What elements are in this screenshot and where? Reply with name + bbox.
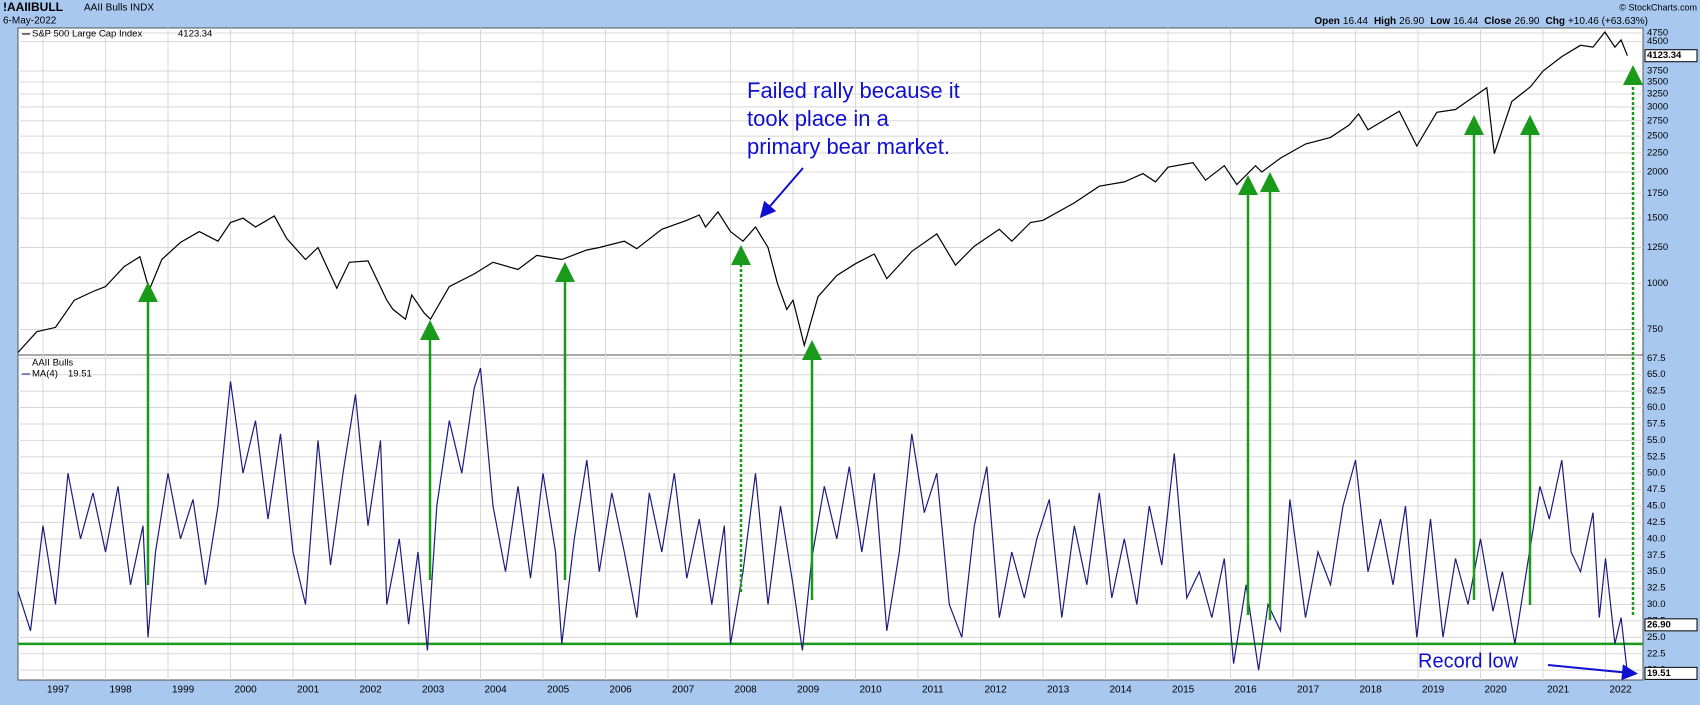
series-line: [17, 30, 1628, 353]
last-value-box: [1644, 49, 1698, 63]
y-tick-label: 30.0: [1647, 599, 1666, 610]
y-tick-label: 2500: [1647, 131, 1668, 142]
x-tick-label: 2016: [1235, 685, 1258, 696]
annotation-arrow: [1547, 664, 1638, 681]
quote-label: Open: [1314, 16, 1340, 27]
symbol-name: AAII Bulls INDX: [84, 3, 154, 14]
y-tick-label: 55.0: [1647, 435, 1666, 446]
x-tick-label: 2004: [485, 685, 508, 696]
x-tick-label: 2010: [860, 685, 883, 696]
close-box: [1644, 618, 1698, 632]
quote-value: 26.90: [1399, 16, 1424, 27]
annotation: primary bear market.: [747, 134, 950, 159]
x-tick-label: 2021: [1547, 685, 1570, 696]
y-tick-label: 1750: [1647, 188, 1668, 199]
legend-label: S&P 500 Large Cap Index: [32, 29, 142, 40]
x-tick-label: 2013: [1047, 685, 1070, 696]
quote-value: 26.90: [1514, 16, 1539, 27]
legend-value: 4123.34: [178, 29, 212, 40]
x-tick-label: 2000: [235, 685, 258, 696]
y-tick-label: 3000: [1647, 101, 1668, 112]
y-tick-label: 1250: [1647, 242, 1668, 253]
annotation: took place in a: [747, 106, 890, 131]
y-tick-label: 25.0: [1647, 632, 1666, 643]
quote-label: High: [1374, 16, 1396, 27]
y-tick-label: 3750: [1647, 65, 1668, 76]
y-tick-label: 4500: [1647, 36, 1668, 47]
quote-value: 16.44: [1453, 16, 1478, 27]
y-tick-label: 45.0: [1647, 501, 1666, 512]
y-tick-label: 1500: [1647, 213, 1668, 224]
x-tick-label: 2006: [610, 685, 633, 696]
quote: Open 16.44 High 26.90 Low 16.44 Close 26.90 Chg +…: [1314, 16, 1648, 27]
x-tick-label: 2001: [297, 685, 320, 696]
y-tick-label: 1000: [1647, 278, 1668, 289]
y-tick-label: 3500: [1647, 77, 1668, 88]
x-tick-label: 2002: [360, 685, 383, 696]
series-line: [17, 367, 1628, 674]
annotation-arrow: [759, 167, 804, 219]
y-tick-label: 4750: [1647, 28, 1668, 39]
quote-label: Close: [1484, 16, 1512, 27]
symbol: !AAIIBULL: [3, 0, 63, 14]
x-tick-label: 1999: [172, 685, 195, 696]
y-tick-label: 50.0: [1647, 468, 1666, 479]
x-tick-label: 2014: [1110, 685, 1133, 696]
legend-label: MA(4): [32, 369, 58, 380]
x-tick-label: 1998: [110, 685, 133, 696]
x-tick-label: 1997: [47, 685, 70, 696]
arrows: [138, 65, 1643, 620]
quote-value: +10.46 (+63.63%): [1568, 16, 1648, 27]
x-tick-label: 2008: [735, 685, 758, 696]
y-tick-label: 3250: [1647, 88, 1668, 99]
y-tick-label: 40.0: [1647, 533, 1666, 544]
y-tick-label: 750: [1647, 324, 1663, 335]
plot: 750 1000 1250 1500 1750 2000 2250 2500 2750 3000 3…: [17, 28, 1698, 696]
x-tick-label: 2020: [1485, 685, 1508, 696]
y-tick-label: 32.5: [1647, 583, 1666, 594]
y-tick-label: 2250: [1647, 148, 1668, 159]
x-tick-label: 2005: [547, 685, 570, 696]
last-value-box: [1644, 666, 1698, 680]
x-tick-label: 2007: [672, 685, 695, 696]
y-tick-label: 47.5: [1647, 484, 1666, 495]
x-tick-label: 2017: [1297, 685, 1320, 696]
annotation: Failed rally because it: [747, 78, 960, 103]
y-tick-label: 35.0: [1647, 566, 1666, 577]
x-tick-label: 2011: [922, 685, 944, 696]
y-tick-label: 60.0: [1647, 402, 1666, 413]
quote-label: Chg: [1545, 16, 1564, 27]
x-tick-label: 2003: [422, 685, 445, 696]
panel-title: AAII Bulls: [32, 358, 73, 369]
x-tick-label: 2009: [797, 685, 820, 696]
close-label: 26.90: [1647, 619, 1671, 630]
x-tick-label: 2019: [1422, 685, 1445, 696]
x-tick-label: 2018: [1360, 685, 1383, 696]
y-tick-label: 52.5: [1647, 451, 1666, 462]
quote-label: Low: [1430, 16, 1450, 27]
date: 6-May-2022: [3, 16, 57, 27]
x-tick-label: 2012: [985, 685, 1008, 696]
last-value-label: 4123.34: [1647, 50, 1682, 61]
annotation: Record low: [1418, 650, 1519, 672]
x-tick-label: 2022: [1610, 685, 1633, 696]
y-tick-label: 2750: [1647, 115, 1668, 126]
y-tick-label: 22.5: [1647, 648, 1666, 659]
legend-value: 19.51: [68, 369, 92, 380]
credit: © StockCharts.com: [1619, 2, 1697, 12]
y-tick-label: 37.5: [1647, 550, 1666, 561]
y-tick-label: 67.5: [1647, 353, 1666, 364]
x-tick-label: 2015: [1172, 685, 1195, 696]
quote-value: 16.44: [1343, 16, 1368, 27]
y-tick-label: 42.5: [1647, 517, 1666, 528]
y-tick-label: 65.0: [1647, 369, 1666, 380]
y-tick-label: 2000: [1647, 166, 1668, 177]
lower-panel: [17, 354, 1644, 681]
last-value-label: 19.51: [1647, 668, 1671, 679]
y-tick-label: 62.5: [1647, 386, 1666, 397]
y-tick-label: 57.5: [1647, 418, 1666, 429]
